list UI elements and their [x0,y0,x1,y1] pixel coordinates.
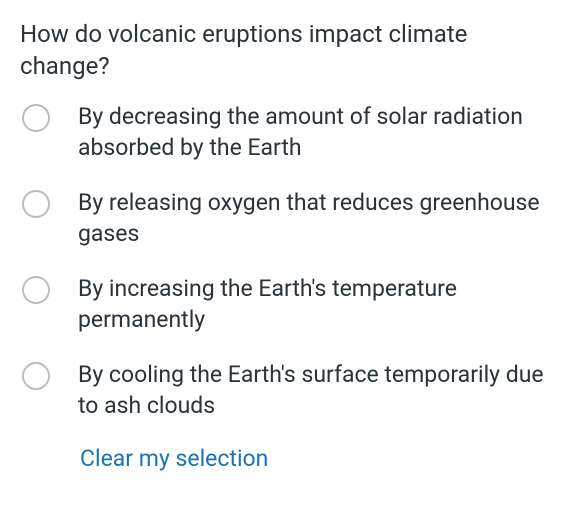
option-label: By cooling the Earth's surface temporari… [78,359,544,421]
option-row[interactable]: By increasing the Earth's temperature pe… [20,273,544,335]
clear-selection-link[interactable]: Clear my selection [80,445,544,472]
question-text: How do volcanic eruptions impact climate… [20,18,544,83]
option-row[interactable]: By cooling the Earth's surface temporari… [20,359,544,421]
radio-button[interactable] [22,190,50,218]
radio-button[interactable] [22,362,50,390]
option-label: By releasing oxygen that reduces greenho… [78,187,544,249]
question-container: How do volcanic eruptions impact climate… [0,0,564,472]
radio-button[interactable] [22,104,50,132]
radio-button[interactable] [22,276,50,304]
option-label: By increasing the Earth's temperature pe… [78,273,544,335]
option-label: By decreasing the amount of solar radiat… [78,101,544,163]
option-row[interactable]: By releasing oxygen that reduces greenho… [20,187,544,249]
option-row[interactable]: By decreasing the amount of solar radiat… [20,101,544,163]
